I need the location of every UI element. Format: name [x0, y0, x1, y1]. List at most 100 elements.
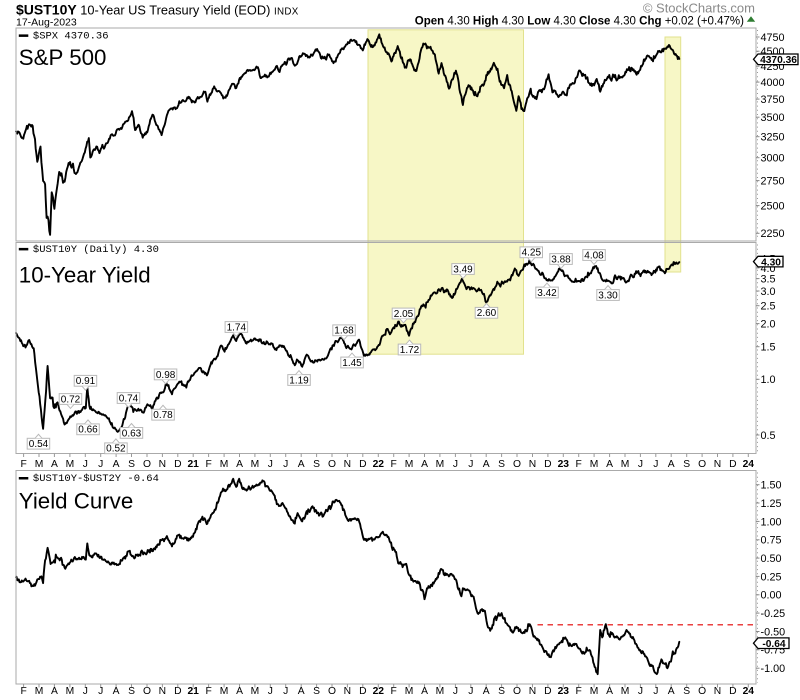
svg-text:21: 21	[187, 459, 199, 470]
svg-text:N: N	[159, 686, 166, 697]
svg-text:A: A	[483, 459, 490, 470]
svg-text:S&P 500: S&P 500	[19, 45, 107, 70]
svg-text:1.19: 1.19	[289, 375, 309, 386]
svg-text:0.5: 0.5	[761, 430, 776, 442]
svg-text:N: N	[159, 459, 166, 470]
svg-text:M: M	[405, 459, 414, 470]
svg-text:F: F	[20, 459, 26, 470]
svg-text:S: S	[683, 686, 690, 697]
svg-text:17-Aug-2023: 17-Aug-2023	[16, 17, 77, 29]
svg-text:J: J	[468, 686, 473, 697]
svg-text:2500: 2500	[761, 201, 785, 213]
svg-text:J: J	[468, 459, 473, 470]
svg-text:2750: 2750	[761, 176, 785, 188]
svg-text:M: M	[251, 686, 260, 697]
svg-text:D: D	[729, 686, 736, 697]
svg-text:3.49: 3.49	[453, 264, 473, 275]
svg-text:0.52: 0.52	[106, 444, 126, 455]
svg-text:M: M	[251, 459, 260, 470]
svg-text:A: A	[668, 686, 675, 697]
svg-text:3250: 3250	[761, 132, 785, 144]
svg-text:2.5: 2.5	[761, 301, 776, 313]
svg-text:0.50: 0.50	[761, 553, 782, 565]
svg-text:A: A	[668, 459, 675, 470]
svg-text:J: J	[268, 686, 273, 697]
svg-text:J: J	[83, 686, 88, 697]
svg-text:S: S	[313, 686, 320, 697]
svg-text:-0.64: -0.64	[762, 639, 786, 650]
svg-text:Yield Curve: Yield Curve	[19, 489, 133, 514]
svg-text:F: F	[205, 459, 211, 470]
svg-text:© StockCharts.com: © StockCharts.com	[643, 1, 755, 16]
svg-text:N: N	[344, 686, 351, 697]
svg-text:M: M	[35, 686, 44, 697]
svg-text:$UST10Y 10-Year US Treasury Yi: $UST10Y 10-Year US Treasury Yield (EOD) …	[16, 2, 299, 18]
svg-text:Open 4.30 High 4.30 Low 4.30 C: Open 4.30 High 4.30 Low 4.30 Close 4.30 …	[415, 16, 744, 28]
svg-text:1.45: 1.45	[342, 358, 362, 369]
svg-text:J: J	[283, 686, 288, 697]
svg-text:3.0: 3.0	[761, 286, 776, 298]
svg-text:N: N	[529, 459, 536, 470]
svg-text:1.72: 1.72	[400, 345, 420, 356]
svg-text:D: D	[359, 459, 366, 470]
svg-text:3.88: 3.88	[551, 254, 571, 265]
svg-text:-0.50: -0.50	[761, 626, 786, 638]
svg-text:0.63: 0.63	[122, 428, 142, 439]
svg-text:4.08: 4.08	[584, 250, 604, 261]
svg-text:M: M	[220, 459, 229, 470]
svg-text:2250: 2250	[761, 228, 785, 240]
svg-text:S: S	[128, 459, 135, 470]
svg-text:F: F	[20, 686, 26, 697]
svg-text:3.30: 3.30	[598, 290, 618, 301]
svg-text:J: J	[98, 459, 103, 470]
svg-text:J: J	[453, 686, 458, 697]
svg-text:A: A	[483, 686, 490, 697]
svg-text:24: 24	[743, 686, 755, 697]
svg-text:O: O	[143, 459, 151, 470]
svg-text:23: 23	[558, 686, 570, 697]
svg-text:0.25: 0.25	[761, 571, 782, 583]
svg-text:4370.36: 4370.36	[760, 55, 797, 66]
svg-text:4.30: 4.30	[761, 257, 781, 268]
svg-text:4.25: 4.25	[522, 248, 542, 259]
svg-text:J: J	[283, 459, 288, 470]
svg-text:A: A	[421, 459, 428, 470]
svg-text:M: M	[66, 686, 75, 697]
svg-text:A: A	[236, 459, 243, 470]
svg-text:D: D	[359, 686, 366, 697]
svg-text:J: J	[83, 459, 88, 470]
svg-text:A: A	[606, 686, 613, 697]
svg-text:S: S	[498, 459, 505, 470]
svg-text:A: A	[298, 686, 305, 697]
svg-text:S: S	[128, 686, 135, 697]
svg-text:A: A	[113, 686, 120, 697]
svg-text:M: M	[35, 459, 44, 470]
svg-text:J: J	[453, 459, 458, 470]
svg-text:O: O	[698, 459, 706, 470]
svg-text:1.5: 1.5	[761, 342, 776, 354]
svg-text:M: M	[220, 686, 229, 697]
svg-text:O: O	[328, 686, 336, 697]
svg-text:$SPX 4370.36: $SPX 4370.36	[33, 30, 109, 42]
svg-text:3750: 3750	[761, 94, 785, 106]
svg-text:M: M	[621, 459, 630, 470]
svg-text:D: D	[174, 686, 181, 697]
svg-text:A: A	[236, 686, 243, 697]
svg-text:1.68: 1.68	[334, 326, 354, 337]
svg-text:M: M	[436, 459, 445, 470]
svg-text:F: F	[576, 459, 582, 470]
svg-text:0.91: 0.91	[76, 376, 96, 387]
svg-text:F: F	[205, 686, 211, 697]
svg-text:M: M	[621, 686, 630, 697]
svg-text:J: J	[653, 686, 658, 697]
svg-text:F: F	[576, 686, 582, 697]
svg-text:0.98: 0.98	[156, 370, 176, 381]
svg-text:F: F	[391, 459, 397, 470]
svg-text:J: J	[268, 459, 273, 470]
svg-text:M: M	[436, 686, 445, 697]
svg-text:J: J	[638, 686, 643, 697]
svg-text:M: M	[590, 459, 599, 470]
svg-text:A: A	[606, 459, 613, 470]
svg-text:23: 23	[558, 459, 570, 470]
svg-text:1.25: 1.25	[761, 498, 782, 510]
